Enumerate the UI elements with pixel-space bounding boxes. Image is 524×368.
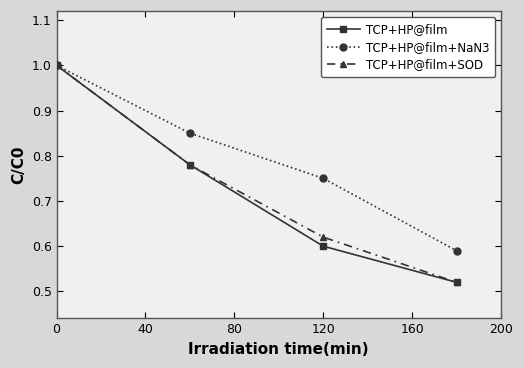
- TCP+HP@film+SOD: [53, 63, 60, 68]
- TCP+HP@film: [453, 280, 460, 284]
- Line: TCP+HP@film: TCP+HP@film: [53, 62, 460, 286]
- TCP+HP@film+NaN3: [453, 248, 460, 253]
- TCP+HP@film+NaN3: [320, 176, 326, 181]
- TCP+HP@film+NaN3: [187, 131, 193, 135]
- TCP+HP@film+NaN3: [53, 63, 60, 68]
- TCP+HP@film+SOD: [320, 235, 326, 239]
- TCP+HP@film+SOD: [453, 280, 460, 284]
- Y-axis label: C/C0: C/C0: [11, 145, 26, 184]
- TCP+HP@film: [320, 244, 326, 248]
- X-axis label: Irradiation time(min): Irradiation time(min): [189, 342, 369, 357]
- TCP+HP@film+SOD: [187, 163, 193, 167]
- Line: TCP+HP@film+NaN3: TCP+HP@film+NaN3: [53, 62, 460, 254]
- TCP+HP@film: [187, 163, 193, 167]
- TCP+HP@film: [53, 63, 60, 68]
- Line: TCP+HP@film+SOD: TCP+HP@film+SOD: [53, 62, 460, 286]
- Legend: TCP+HP@film, TCP+HP@film+NaN3, TCP+HP@film+SOD: TCP+HP@film, TCP+HP@film+NaN3, TCP+HP@fi…: [321, 17, 495, 77]
